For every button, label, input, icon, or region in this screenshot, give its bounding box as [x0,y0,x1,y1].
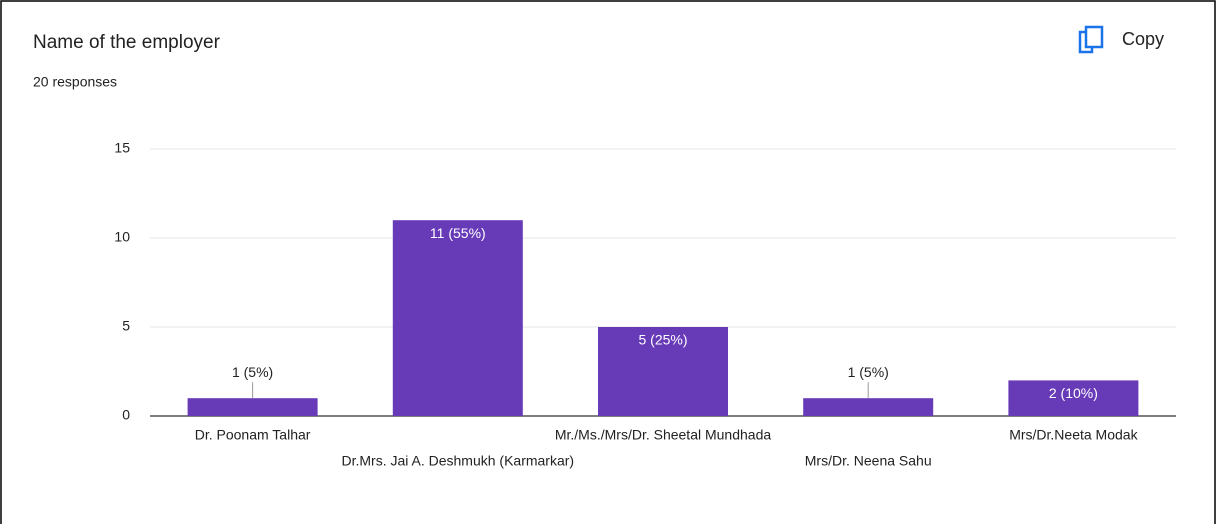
copy-button[interactable]: Copy [1078,25,1164,54]
copy-label: Copy [1122,29,1164,49]
bar [187,398,318,416]
value-label: 1 (5%) [232,364,273,380]
value-label: 11 (55%) [430,225,486,241]
y-tick-label: 15 [114,140,130,156]
x-tick-label: Dr.Mrs. Jai A. Deshmukh (Karmarkar) [341,453,574,469]
value-label: 5 (25%) [638,332,687,348]
x-tick-label: Dr. Poonam Talhar [195,427,311,443]
bar [1008,380,1139,416]
value-label: 2 (10%) [1049,385,1098,401]
copy-icon-front [1084,25,1104,49]
bar [803,398,934,416]
value-label: 1 (5%) [848,364,889,380]
chart-title: Name of the employer [33,32,221,53]
y-tick-label: 10 [114,229,130,245]
x-tick-label: Mrs/Dr. Neena Sahu [805,453,932,469]
x-tick-label: Mrs/Dr.Neeta Modak [1009,427,1138,443]
chart-subtitle: 20 responses [33,74,117,90]
bar [392,220,523,416]
y-tick-label: 5 [122,318,130,334]
y-tick-label: 0 [122,407,130,423]
bar [598,327,728,416]
x-tick-label: Mr./Ms./Mrs/Dr. Sheetal Mundhada [555,427,772,443]
